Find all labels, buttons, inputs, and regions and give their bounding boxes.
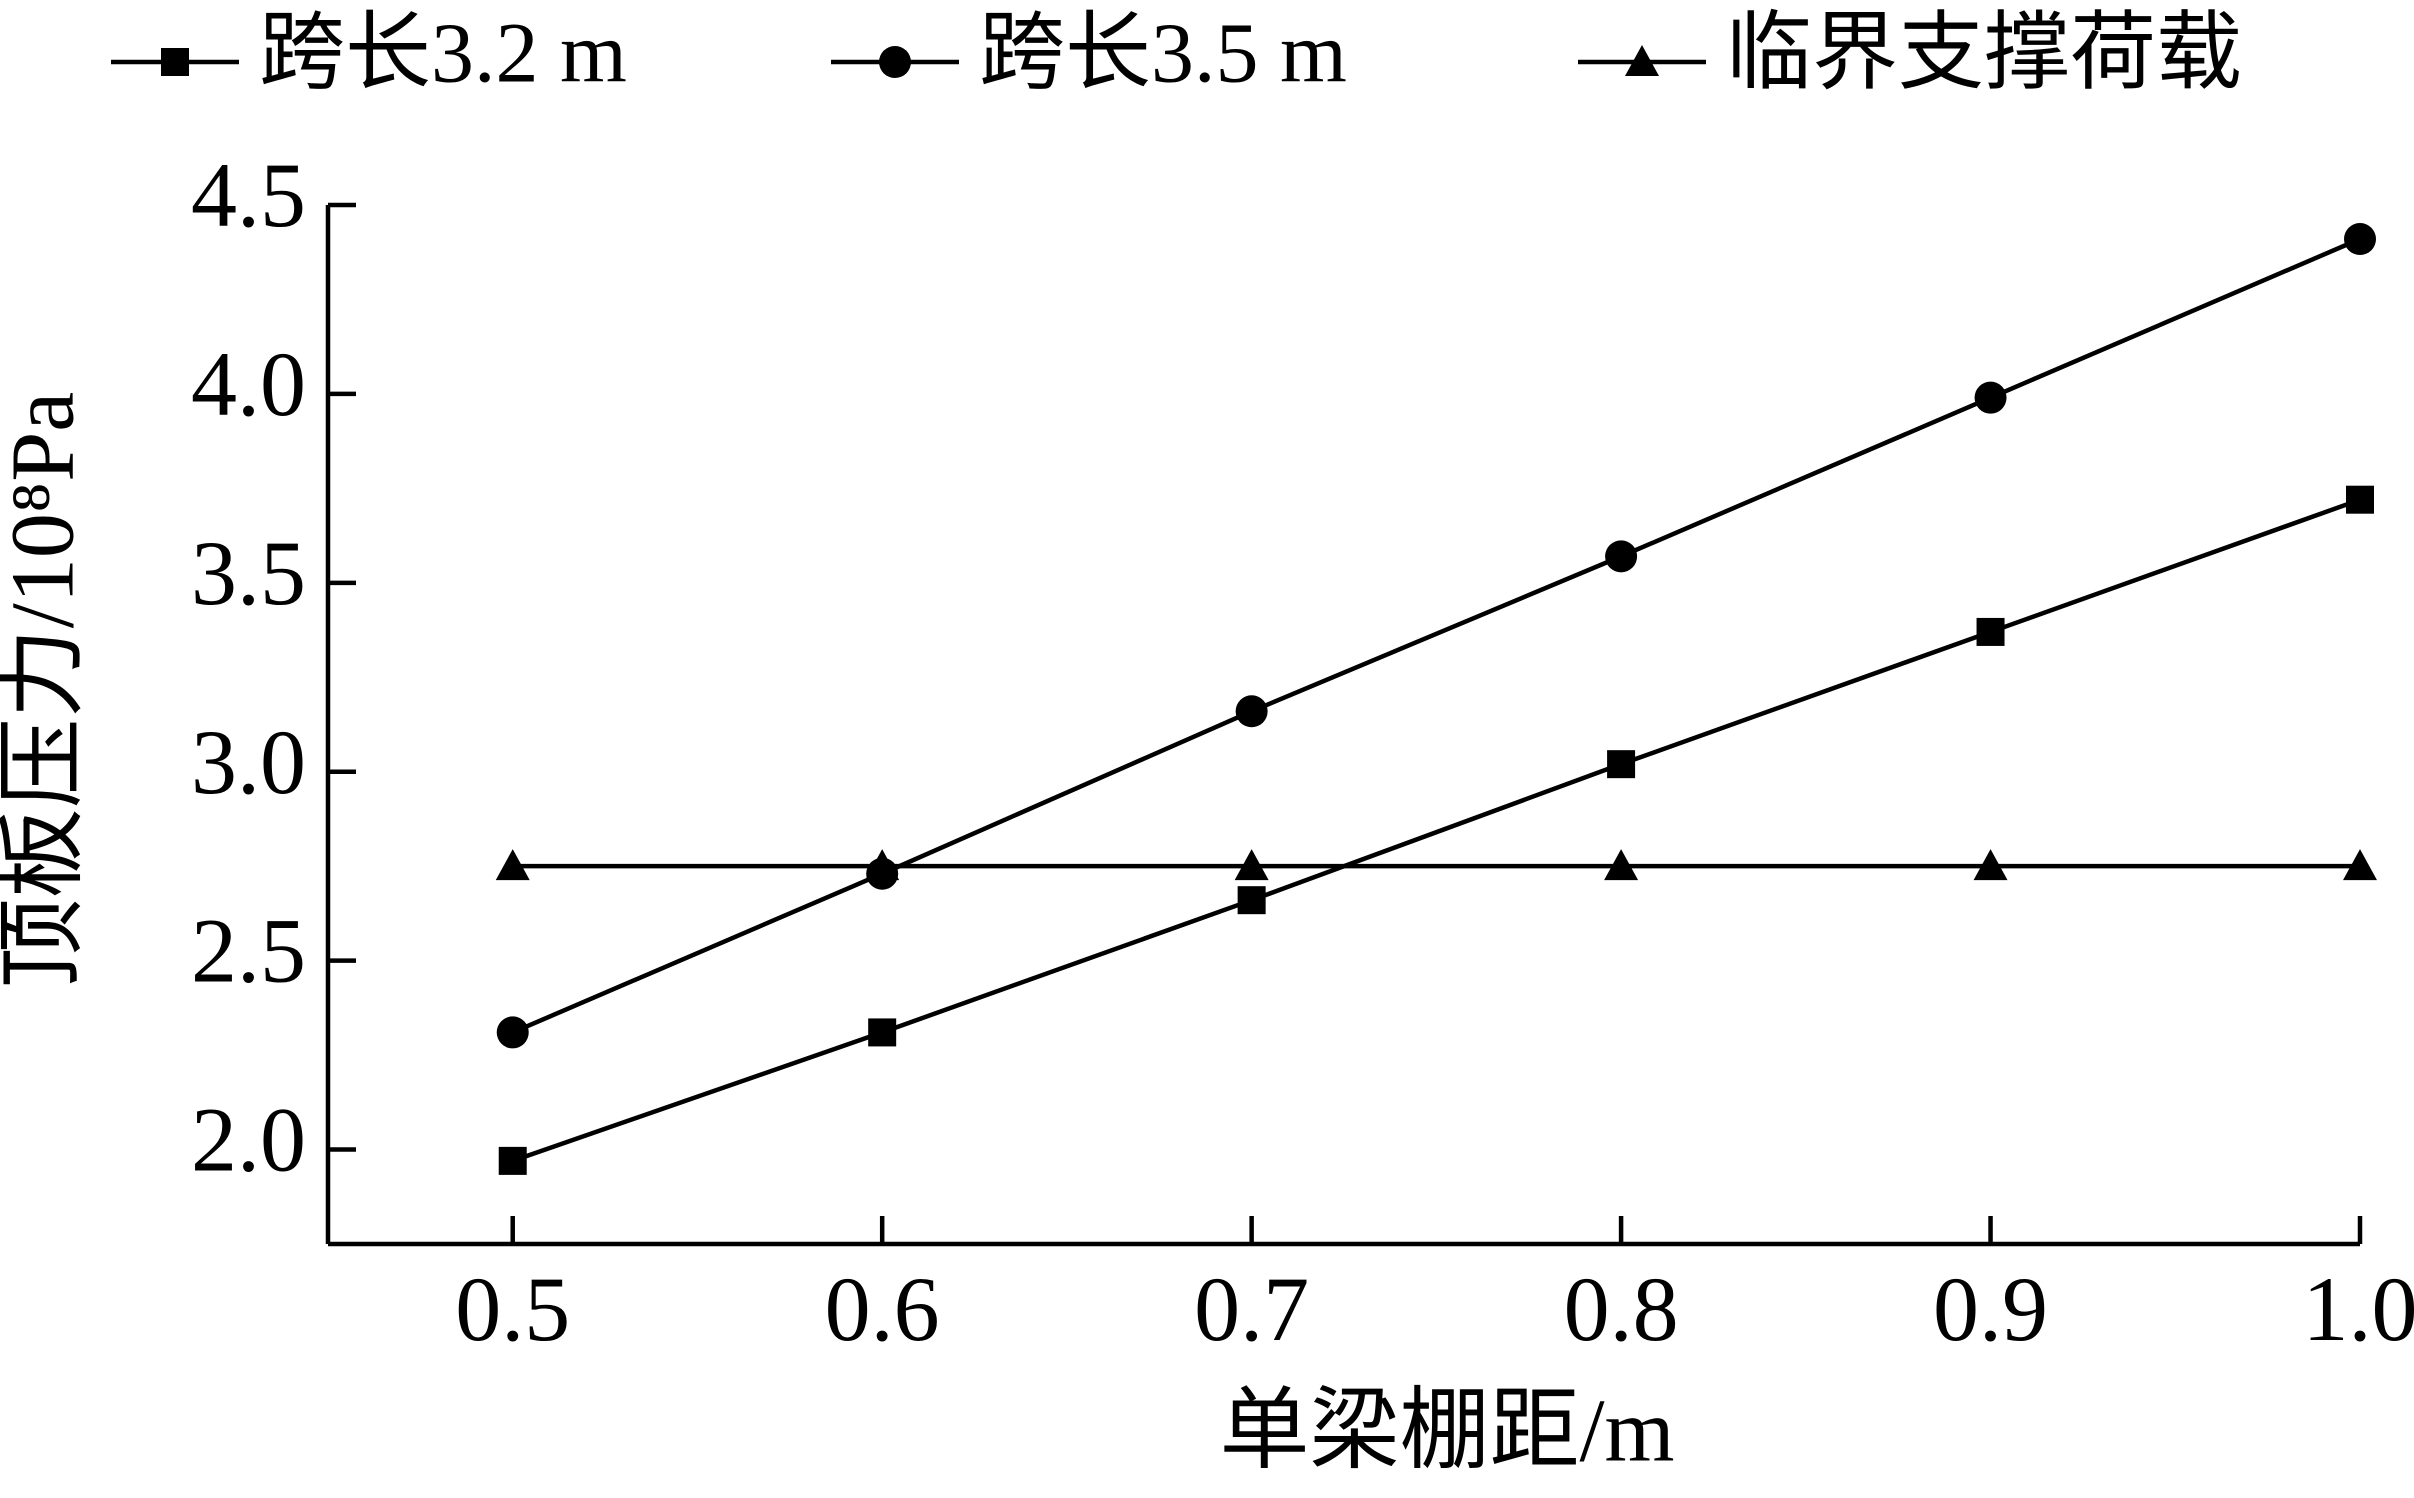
legend-label: 跨长3.5 m [979, 5, 1347, 101]
marker [1974, 381, 2007, 414]
marker [2343, 849, 2377, 881]
y-tick-label: 4.5 [191, 144, 306, 246]
marker [2344, 223, 2376, 256]
y-tick-label: 3.0 [191, 711, 306, 813]
marker [1976, 617, 2005, 646]
x-tick-label: 0.9 [1933, 1258, 2048, 1360]
marker [1625, 45, 1659, 76]
marker [1607, 750, 1636, 779]
x-axis-label: 单梁棚距/m [1219, 1382, 1674, 1481]
y-axis-label: 顶板压力/10⁸Pa [0, 392, 93, 988]
y-tick-label: 3.5 [191, 522, 306, 624]
marker [496, 1016, 529, 1049]
series-line [511, 236, 2361, 1035]
marker [1234, 849, 1269, 881]
marker [2346, 485, 2374, 514]
y-tick-label: 2.0 [191, 1089, 306, 1191]
marker [1235, 695, 1268, 728]
marker [1605, 540, 1638, 573]
x-tick-label: 0.8 [1564, 1258, 1679, 1360]
marker [1604, 849, 1639, 881]
marker [879, 46, 911, 78]
x-tick-label: 1.0 [2303, 1258, 2414, 1360]
legend-label: 临界支撑荷载 [1726, 5, 2242, 101]
series-line [511, 497, 2361, 1164]
marker [865, 849, 900, 881]
x-tick-label: 0.6 [825, 1258, 940, 1360]
y-tick-label: 2.5 [191, 900, 306, 1002]
marker [1973, 849, 2008, 881]
marker [161, 48, 189, 76]
y-tick-label: 4.0 [191, 333, 306, 435]
marker [498, 1146, 527, 1175]
legend-label: 跨长3.2 m [259, 5, 627, 101]
marker [868, 1018, 897, 1047]
marker [1237, 886, 1266, 915]
marker [495, 849, 530, 881]
x-tick-label: 0.5 [455, 1258, 570, 1360]
x-tick-label: 0.7 [1194, 1258, 1309, 1360]
